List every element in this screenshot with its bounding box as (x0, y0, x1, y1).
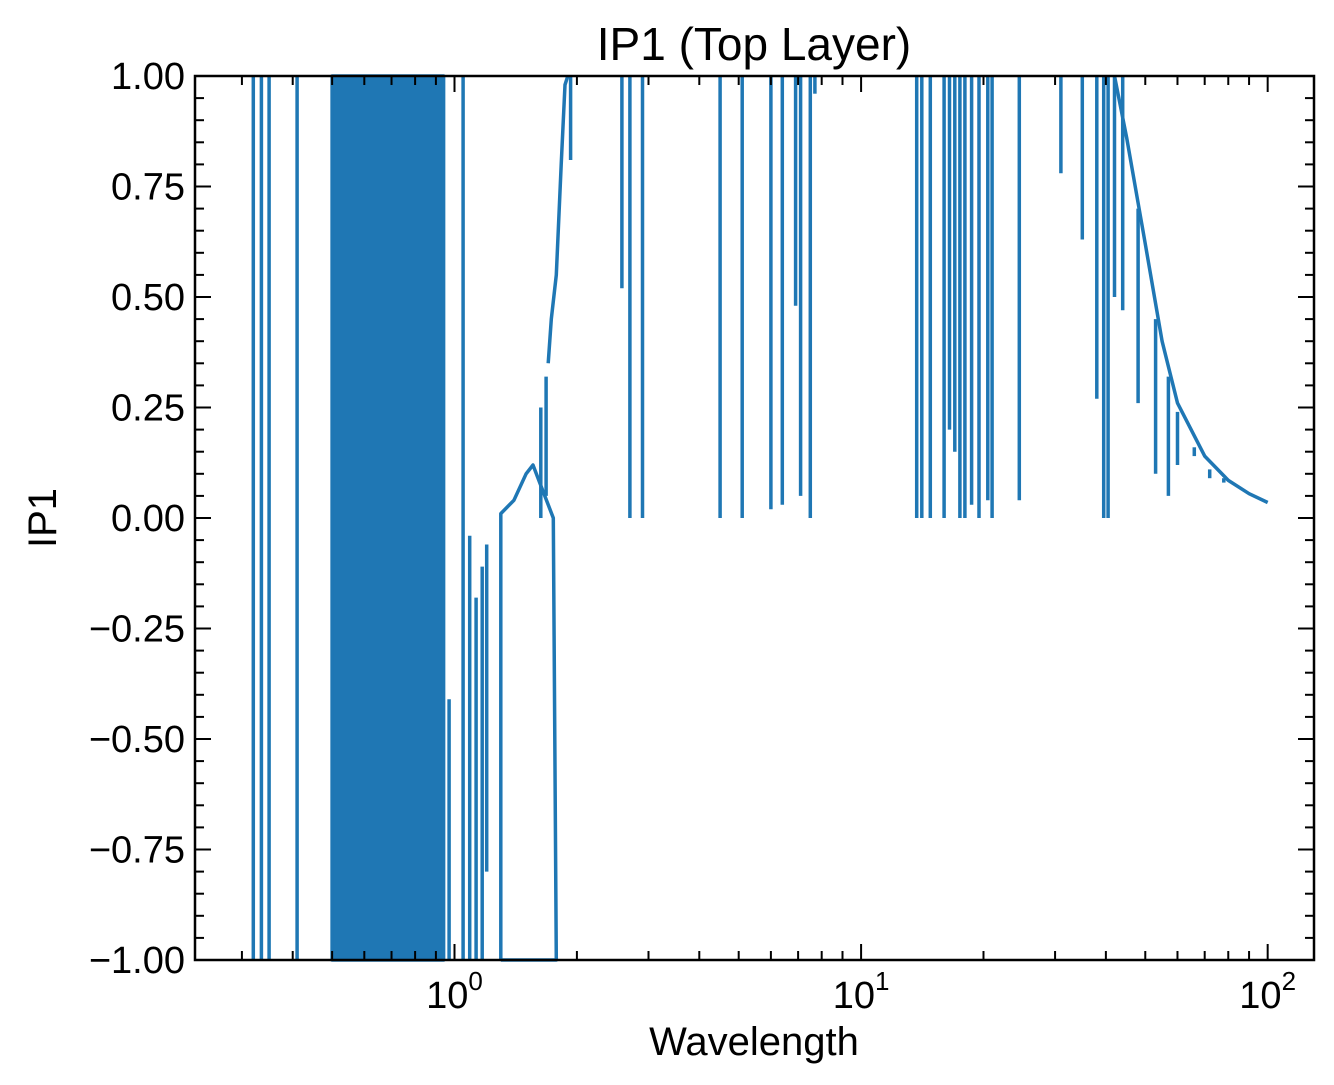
series-segment (330, 74, 446, 962)
series-segment (1112, 75, 1269, 505)
y-tick-label: −0.50 (89, 719, 185, 761)
x-tick-label: 100 (426, 966, 483, 1017)
y-tick-label: 0.75 (111, 167, 185, 209)
y-tick-label: 0.50 (111, 277, 185, 319)
series-segment (499, 463, 559, 962)
axis-ticks (195, 75, 1314, 961)
y-tick-label: 1.00 (111, 56, 185, 98)
y-tick-label: −0.25 (89, 609, 185, 651)
x-tick-label: 101 (833, 966, 890, 1017)
y-tick-label: −0.75 (89, 830, 185, 872)
y-tick-label: −1.00 (89, 940, 185, 982)
y-tick-label: 0.00 (111, 498, 185, 540)
chart-title: IP1 (Top Layer) (597, 18, 911, 70)
y-axis-title: IP1 (21, 488, 65, 548)
x-axis-title: Wavelength (649, 1020, 859, 1064)
plot-frame (193, 74, 1316, 962)
y-tick-labels: 1.00 0.75 0.50 0.25 0.00 −0.25 −0.50 −0.75 −1.00 (89, 56, 185, 982)
plot-lines (251, 74, 1269, 962)
x-tick-label: 102 (1239, 966, 1296, 1017)
series-segment (546, 75, 570, 364)
y-tick-label: 0.25 (111, 388, 185, 430)
x-tick-labels: 100 101 102 (426, 966, 1296, 1017)
